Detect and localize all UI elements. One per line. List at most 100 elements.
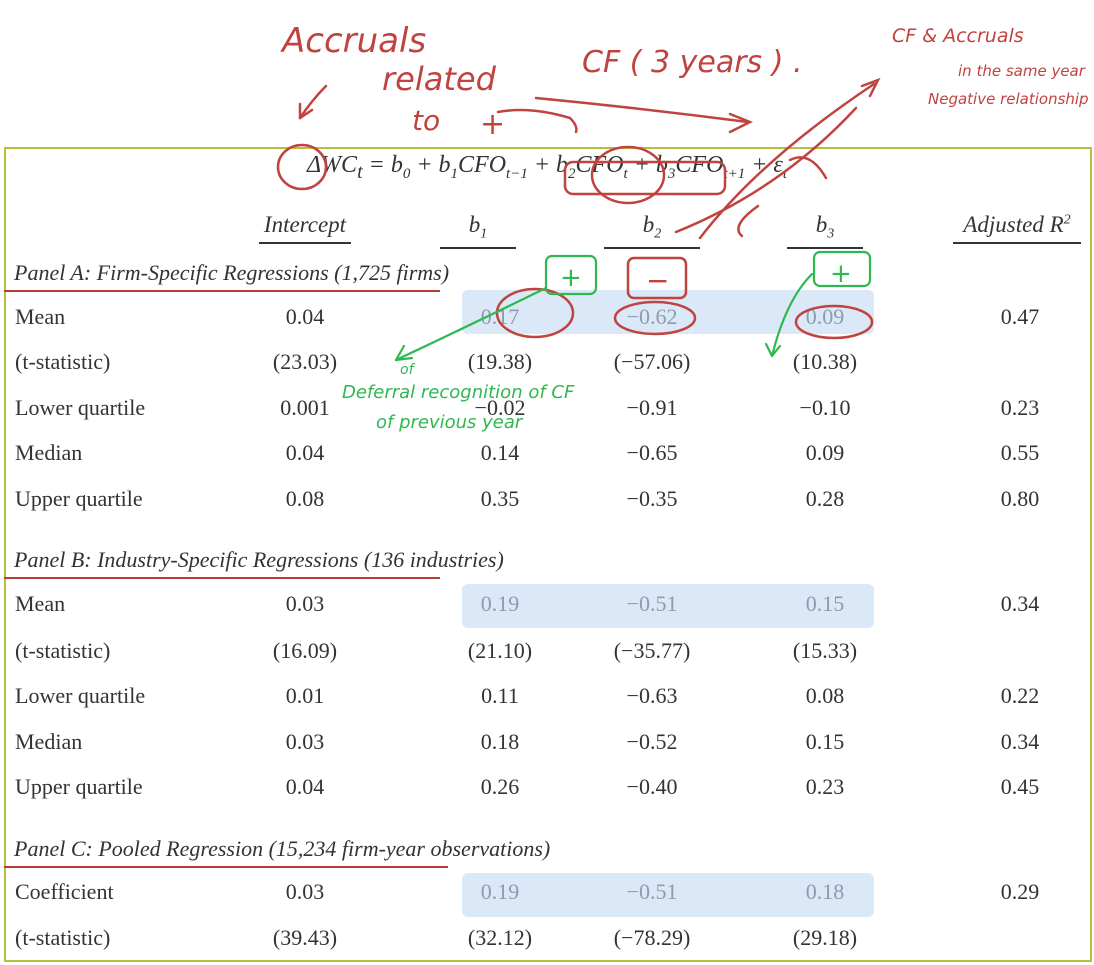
cell-adj-r2: 0.23 — [1000, 395, 1040, 420]
cell-b2: (−35.77) — [613, 638, 691, 663]
cell-b3: 0.23 — [805, 774, 845, 799]
cell-b3: 0.15 — [805, 729, 845, 754]
cell-b2: −0.51 — [626, 591, 678, 616]
cell-b1: 0.35 — [480, 486, 520, 511]
row-label: Upper quartile — [15, 486, 143, 511]
cell-b2: −0.51 — [626, 879, 678, 904]
equation-term: + εt — [745, 152, 788, 182]
annotation-cf-accruals-2: in the same year — [958, 62, 1086, 80]
cell-intercept: 0.08 — [285, 486, 325, 511]
cell-adj-r2: 0.29 — [1000, 879, 1040, 904]
cell-b3: 0.09 — [805, 304, 845, 329]
cell-adj-r2: 0.45 — [1000, 774, 1040, 799]
cell-intercept: 0.03 — [285, 729, 325, 754]
cell-b1: 0.11 — [481, 683, 519, 708]
regression-equation: ΔWCt = b0 + b1CFOt−1 + b2CFOt + b3CFOt+1… — [0, 152, 1094, 184]
cell-intercept: 0.03 — [285, 879, 325, 904]
table-row: Mean 0.04 0.17 −0.62 0.09 0.47 — [0, 304, 1094, 334]
cell-b1: 0.19 — [480, 879, 520, 904]
table-row: Upper quartile 0.04 0.26 −0.40 0.23 0.45 — [0, 774, 1094, 804]
cell-b3: −0.10 — [799, 395, 851, 420]
cell-b2: −0.63 — [626, 683, 678, 708]
table-row: Lower quartile 0.01 0.11 −0.63 0.08 0.22 — [0, 683, 1094, 713]
cell-adj-r2: 0.22 — [1000, 683, 1040, 708]
annotation-cf-3years: CF ( 3 years ) . — [582, 45, 802, 80]
row-label: (t-statistic) — [15, 925, 111, 950]
cell-b3: 0.09 — [805, 440, 845, 465]
cell-b2: −0.40 — [626, 774, 678, 799]
cell-b2: −0.65 — [626, 440, 678, 465]
panel-a-title: Panel A: Firm-Specific Regressions (1,72… — [14, 260, 450, 285]
panel-b-underline — [4, 577, 440, 579]
table-row: (t-statistic) (39.43) (32.12) (−78.29) (29.1… — [0, 925, 1094, 955]
highlight-panel-b — [462, 584, 874, 628]
cell-adj-r2: 0.34 — [1000, 729, 1040, 754]
cell-adj-r2: 0.80 — [1000, 486, 1040, 511]
col-header-b3: b3 — [787, 212, 863, 249]
table-row: Lower quartile 0.001 −0.02 −0.91 −0.10 0.23 — [0, 395, 1094, 425]
cell-adj-r2: 0.55 — [1000, 440, 1040, 465]
table-row: Median 0.03 0.18 −0.52 0.15 0.34 — [0, 729, 1094, 759]
row-label: Lower quartile — [15, 395, 146, 420]
cell-b2: (−78.29) — [613, 925, 691, 950]
annotation-related: related — [382, 60, 497, 98]
cell-b1: (32.12) — [467, 925, 533, 950]
panel-b-title: Panel B: Industry-Specific Regressions (… — [14, 547, 504, 572]
row-label: Mean — [15, 591, 66, 616]
col-header-b1: b1 — [440, 212, 516, 249]
cell-b2: −0.91 — [626, 395, 678, 420]
equation-term: t+1 — [723, 165, 746, 182]
annotation-cf-accruals-3: Negative relationship . — [928, 90, 1094, 108]
row-label: Coefficient — [15, 879, 114, 904]
cell-b1: (19.38) — [467, 349, 533, 374]
cell-b3: (10.38) — [792, 349, 858, 374]
panel-c-underline — [4, 866, 448, 868]
col-header-adj-r2: Adjusted R2 — [953, 212, 1081, 244]
cell-intercept: (16.09) — [272, 638, 338, 663]
cell-b1: 0.17 — [480, 304, 520, 329]
equation-rhs: = b0 + b1CFOt−1 + b2CFOt + b3CFOt+1 + εt — [369, 152, 788, 182]
cell-b1: 0.19 — [480, 591, 520, 616]
annotation-plus-top: + — [480, 107, 505, 142]
annotation-cf-accruals-1: CF & Accruals — [892, 25, 1024, 47]
cell-intercept: (39.43) — [272, 925, 338, 950]
cell-b3: (15.33) — [792, 638, 858, 663]
equation-term: t−1 — [506, 165, 528, 182]
equation-lhs: ΔWC — [306, 152, 358, 178]
equation-lhs-sub: t — [357, 160, 363, 183]
cell-intercept: 0.001 — [280, 395, 330, 420]
row-label: Lower quartile — [15, 683, 146, 708]
row-label: Upper quartile — [15, 774, 143, 799]
equation-term: + b3CFO — [627, 152, 724, 182]
table-row: Mean 0.03 0.19 −0.51 0.15 0.34 — [0, 591, 1094, 621]
cell-b1: −0.02 — [474, 395, 526, 420]
col-header-intercept: Intercept — [245, 212, 365, 244]
table-row: Median 0.04 0.14 −0.65 0.09 0.55 — [0, 440, 1094, 470]
table-row: Coefficient 0.03 0.19 −0.51 0.18 0.29 — [0, 879, 1094, 909]
highlight-panel-c — [462, 873, 874, 917]
table-row: (t-statistic) (23.03) (19.38) (−57.06) (10.3… — [0, 349, 1094, 379]
cell-b1: 0.26 — [480, 774, 520, 799]
cell-intercept: 0.04 — [285, 774, 325, 799]
table-row: (t-statistic) (16.09) (21.10) (−35.77) (15.3… — [0, 638, 1094, 668]
table-row: Upper quartile 0.08 0.35 −0.35 0.28 0.80 — [0, 486, 1094, 516]
col-header-b2: b2 — [604, 212, 700, 249]
panel-c-title: Panel C: Pooled Regression (15,234 firm-… — [14, 836, 551, 861]
cell-intercept: 0.04 — [285, 304, 325, 329]
cell-adj-r2: 0.47 — [1000, 304, 1040, 329]
cell-intercept: 0.03 — [285, 591, 325, 616]
cell-b2: −0.35 — [626, 486, 678, 511]
cell-intercept: 0.04 — [285, 440, 325, 465]
row-label: Median — [15, 440, 83, 465]
table-frame — [4, 147, 1092, 962]
row-label: (t-statistic) — [15, 638, 111, 663]
cell-b3: 0.28 — [805, 486, 845, 511]
row-label: Median — [15, 729, 83, 754]
equation-term: + b1CFO — [410, 152, 507, 182]
cell-b2: (−57.06) — [613, 349, 691, 374]
cell-b3: 0.18 — [805, 879, 845, 904]
cell-b1: 0.18 — [480, 729, 520, 754]
cell-intercept: (23.03) — [272, 349, 338, 374]
annotation-to: to — [412, 104, 440, 137]
